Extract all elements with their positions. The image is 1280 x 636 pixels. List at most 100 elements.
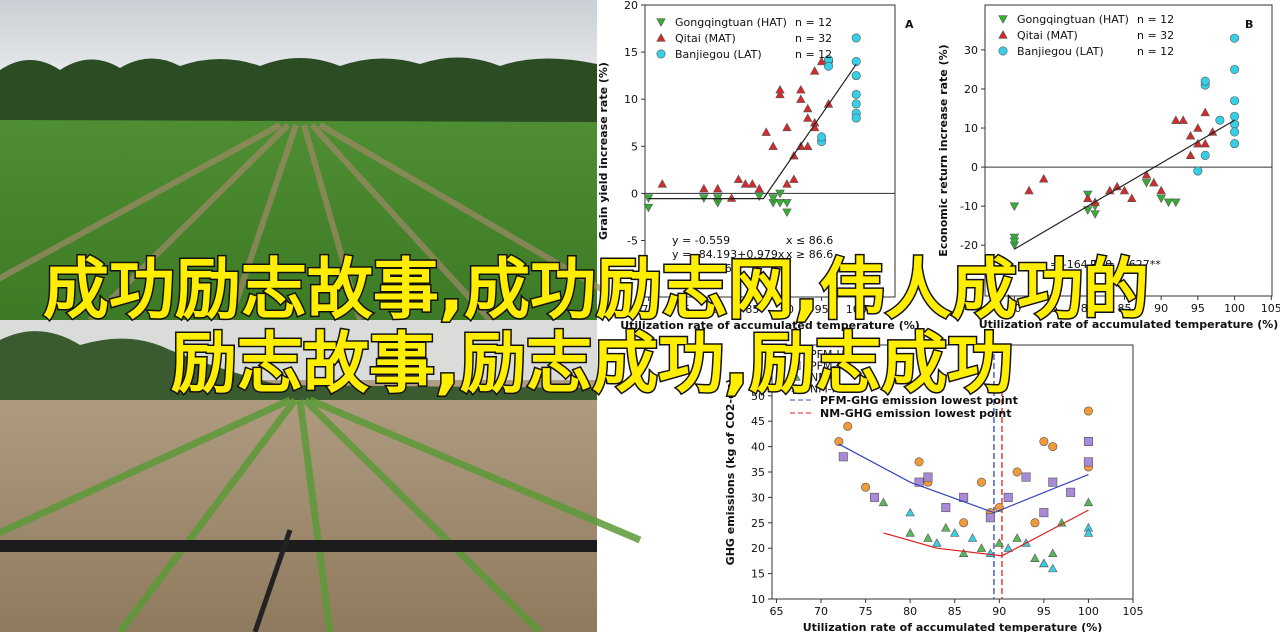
point xyxy=(1039,558,1049,568)
x-tick-label: 75 xyxy=(1044,302,1058,315)
point xyxy=(914,477,924,487)
point xyxy=(1171,198,1181,208)
point xyxy=(1230,139,1240,149)
legend-note: n = 12 xyxy=(1137,45,1174,58)
point xyxy=(1163,198,1174,208)
legend-note: n = 12 xyxy=(1137,13,1174,26)
point xyxy=(713,183,723,193)
point xyxy=(1141,179,1152,188)
point xyxy=(1048,477,1058,487)
y-tick-label: 35 xyxy=(751,466,765,479)
fit-annotation: y = -84.193+0.979x xyxy=(672,248,785,261)
point xyxy=(851,89,861,99)
x-tick-label: 85 xyxy=(948,605,962,618)
legend-label: Qitai (MAT) xyxy=(675,32,736,45)
x-tick-label: 105 xyxy=(1261,302,1280,315)
legend-marker xyxy=(656,33,666,42)
point xyxy=(824,61,834,71)
plot-frame xyxy=(984,4,1273,297)
legend-label: PFM-H xyxy=(810,360,845,373)
y-tick-label: 30 xyxy=(751,491,765,504)
x-tick-label: 90 xyxy=(780,303,794,316)
x-axis-label: Utilization rate of accumulated temperat… xyxy=(620,319,920,332)
chart-bg xyxy=(940,0,1280,331)
fit-line xyxy=(648,64,857,200)
point xyxy=(782,122,792,132)
x-tick-label: 85 xyxy=(1117,302,1131,315)
point xyxy=(851,113,861,123)
point xyxy=(1141,170,1152,179)
point xyxy=(782,179,792,188)
point xyxy=(803,141,813,150)
y-axis-label: GHG emissions (kg of CO2-eq) xyxy=(724,379,737,566)
point xyxy=(994,538,1005,547)
point xyxy=(1200,150,1210,160)
x-tick-label: 65 xyxy=(769,605,783,618)
legend-label: NM-H xyxy=(810,371,840,384)
point xyxy=(1230,33,1240,43)
point xyxy=(754,192,764,202)
point xyxy=(1149,177,1159,187)
y-tick-label: 20 xyxy=(964,83,978,96)
x-tick-label: 100 xyxy=(1078,605,1099,618)
x-tick-label: 70 xyxy=(814,605,828,618)
x-tick-label: 70 xyxy=(1007,302,1021,315)
fit-annotation: R² = 0.726** xyxy=(672,262,743,275)
point xyxy=(1215,115,1225,125)
legend-label: Qitai (MAT) xyxy=(1017,29,1078,42)
fit-annotation: x ≥ 86.6 xyxy=(786,248,833,261)
legend-note: n = 12 xyxy=(795,16,832,29)
y-axis-label: Economic return increase rate (%) xyxy=(937,44,950,256)
x-tick-label: 80 xyxy=(903,605,917,618)
y-axis-label: Grain yield increase rate (%) xyxy=(597,62,610,240)
legend-label: Banjiegou (LAT) xyxy=(675,48,762,61)
y-tick-label: 10 xyxy=(751,593,765,606)
y-tick-label: 50 xyxy=(751,390,765,403)
point xyxy=(1003,492,1013,502)
y-tick-label: 0 xyxy=(631,187,638,200)
x-tick-label: 80 xyxy=(711,303,725,316)
point xyxy=(775,199,785,208)
legend-marker xyxy=(998,15,1008,24)
point xyxy=(1012,533,1022,542)
point xyxy=(851,71,861,81)
x-tick-label: 70 xyxy=(641,303,655,316)
point xyxy=(747,179,758,188)
fit-line xyxy=(1014,119,1235,250)
point xyxy=(914,457,924,467)
point xyxy=(1230,64,1240,74)
point xyxy=(959,518,969,528)
point xyxy=(782,199,792,208)
legend-marker xyxy=(791,349,801,359)
x-axis-label: Utilization rate of accumulated temperat… xyxy=(803,621,1103,632)
point xyxy=(796,84,806,94)
legend-label: NM-GHG emission lowest point xyxy=(820,407,1011,420)
point xyxy=(905,528,915,537)
point xyxy=(1230,96,1240,106)
legend-label: Gongqingtuan (HAT) xyxy=(1017,13,1129,26)
point xyxy=(1127,193,1137,203)
point xyxy=(803,113,813,122)
point xyxy=(1056,517,1067,527)
point xyxy=(1083,437,1093,447)
legend-marker xyxy=(791,372,801,381)
y-tick-label: 10 xyxy=(964,122,978,135)
point xyxy=(1083,193,1093,203)
point xyxy=(803,103,813,113)
overlay-line: 成功励志故事,成功励志网,伟人成功的 xyxy=(43,251,1149,328)
legend-marker xyxy=(656,18,666,27)
x-tick-label: 100 xyxy=(846,303,867,316)
point xyxy=(754,183,764,193)
legend-note: n = 32 xyxy=(795,32,832,45)
point xyxy=(932,538,942,547)
point xyxy=(1193,123,1203,132)
point xyxy=(1156,194,1166,204)
x-tick-label: 100 xyxy=(1224,302,1245,315)
point xyxy=(967,533,978,542)
point xyxy=(870,492,880,502)
y-tick-label: 15 xyxy=(751,568,765,581)
y-tick-label: 40 xyxy=(751,441,765,454)
x-tick-label: 75 xyxy=(676,303,690,316)
fit-annotation: x ≤ 86.6 xyxy=(786,234,833,247)
